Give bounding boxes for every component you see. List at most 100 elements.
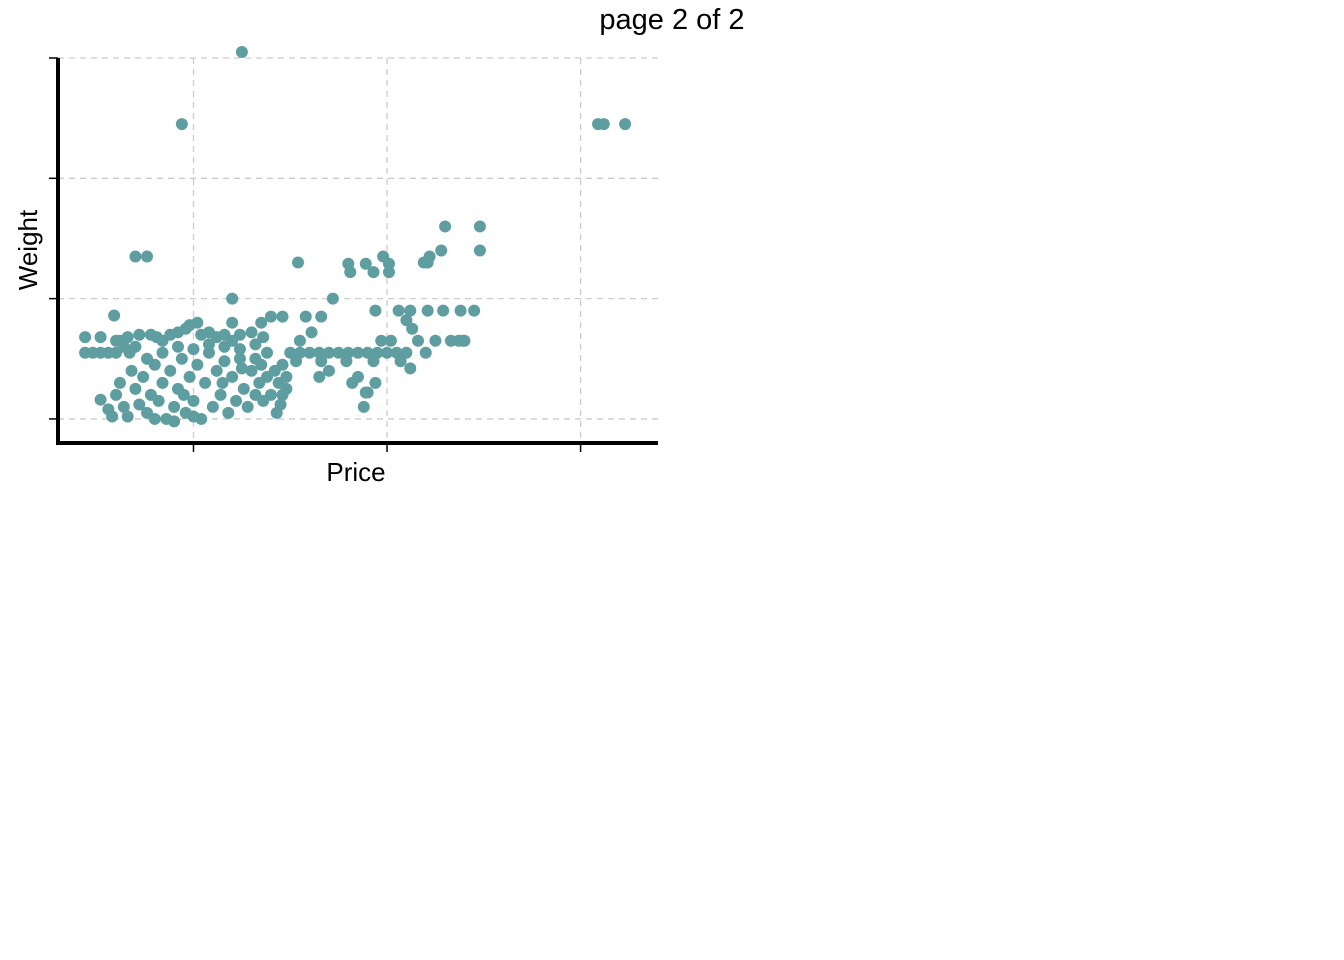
data-point — [473, 220, 486, 233]
data-point — [172, 340, 184, 353]
data-point — [168, 400, 181, 413]
y-axis-label: Weight — [13, 209, 43, 290]
data-point — [276, 310, 289, 323]
data-point — [177, 388, 190, 401]
data-point — [191, 316, 204, 329]
data-point — [202, 346, 215, 359]
data-point — [137, 370, 150, 383]
data-point — [187, 343, 200, 356]
data-point — [214, 388, 227, 401]
data-point — [290, 355, 303, 368]
data-point — [322, 364, 335, 377]
data-point — [429, 334, 442, 347]
page-title: page 2 of 2 — [599, 4, 745, 36]
data-point — [352, 346, 364, 359]
data-point — [315, 355, 328, 368]
data-point — [175, 118, 188, 131]
data-point — [222, 406, 235, 419]
data-point — [346, 376, 359, 389]
data-point — [421, 304, 434, 317]
data-point — [218, 355, 231, 368]
data-point — [437, 304, 450, 317]
data-point — [206, 400, 219, 413]
data-point — [129, 340, 142, 353]
data-point — [108, 309, 121, 322]
data-point — [384, 334, 397, 347]
data-point — [121, 331, 134, 344]
data-point — [382, 257, 395, 270]
data-point — [381, 346, 394, 359]
data-point — [226, 316, 239, 329]
data-point — [245, 326, 258, 339]
data-point — [233, 352, 246, 365]
data-point — [280, 370, 293, 383]
data-point — [367, 266, 380, 279]
data-point — [202, 338, 215, 351]
data-point — [468, 304, 481, 317]
data-point — [270, 406, 283, 419]
data-point — [191, 358, 204, 371]
data-point — [404, 362, 417, 375]
data-point — [187, 410, 200, 423]
data-point — [94, 393, 107, 406]
data-point — [369, 304, 382, 317]
data-point — [141, 352, 154, 365]
data-point — [199, 376, 212, 389]
data-point — [175, 352, 188, 365]
data-point — [597, 118, 610, 131]
data-point — [183, 370, 196, 383]
data-point — [255, 358, 268, 371]
data-point — [168, 415, 181, 428]
data-point — [340, 355, 353, 368]
data-point — [357, 400, 370, 413]
data-point — [375, 334, 388, 347]
data-point — [276, 358, 289, 371]
data-point — [235, 45, 248, 58]
data-point — [322, 346, 335, 359]
data-point — [305, 326, 318, 339]
data-point — [106, 410, 119, 423]
data-point — [226, 370, 239, 383]
data-point — [164, 364, 177, 377]
data-point — [94, 331, 107, 344]
data-point — [133, 398, 146, 411]
data-point — [255, 316, 268, 329]
data-point — [293, 334, 306, 347]
data-point — [369, 376, 382, 389]
data-point — [237, 382, 250, 395]
data-point — [439, 220, 452, 233]
data-point — [249, 338, 262, 351]
data-point — [148, 412, 161, 425]
grid-lines — [58, 57, 658, 443]
data-point — [152, 394, 165, 407]
data-point — [133, 328, 146, 341]
data-point — [264, 310, 277, 323]
data-point — [129, 382, 142, 395]
data-point — [435, 244, 448, 257]
data-point — [210, 364, 223, 377]
axes — [49, 57, 658, 452]
data-point — [303, 346, 316, 359]
data-point — [79, 331, 92, 344]
data-point — [261, 346, 274, 359]
data-point — [141, 250, 154, 263]
data-point — [332, 346, 345, 359]
data-point — [156, 376, 169, 389]
data-point — [156, 346, 169, 359]
data-point — [110, 388, 123, 401]
data-point — [129, 250, 142, 263]
data-point — [257, 331, 270, 344]
data-point — [230, 394, 243, 407]
data-point — [367, 355, 380, 368]
data-point — [117, 400, 130, 413]
data-point — [292, 256, 304, 269]
scatter-points — [79, 45, 632, 428]
data-point — [419, 346, 432, 359]
data-point — [619, 118, 632, 131]
data-point — [218, 340, 231, 353]
data-point — [344, 266, 357, 279]
data-point — [361, 346, 374, 359]
data-point — [125, 364, 138, 377]
data-point — [121, 410, 134, 423]
